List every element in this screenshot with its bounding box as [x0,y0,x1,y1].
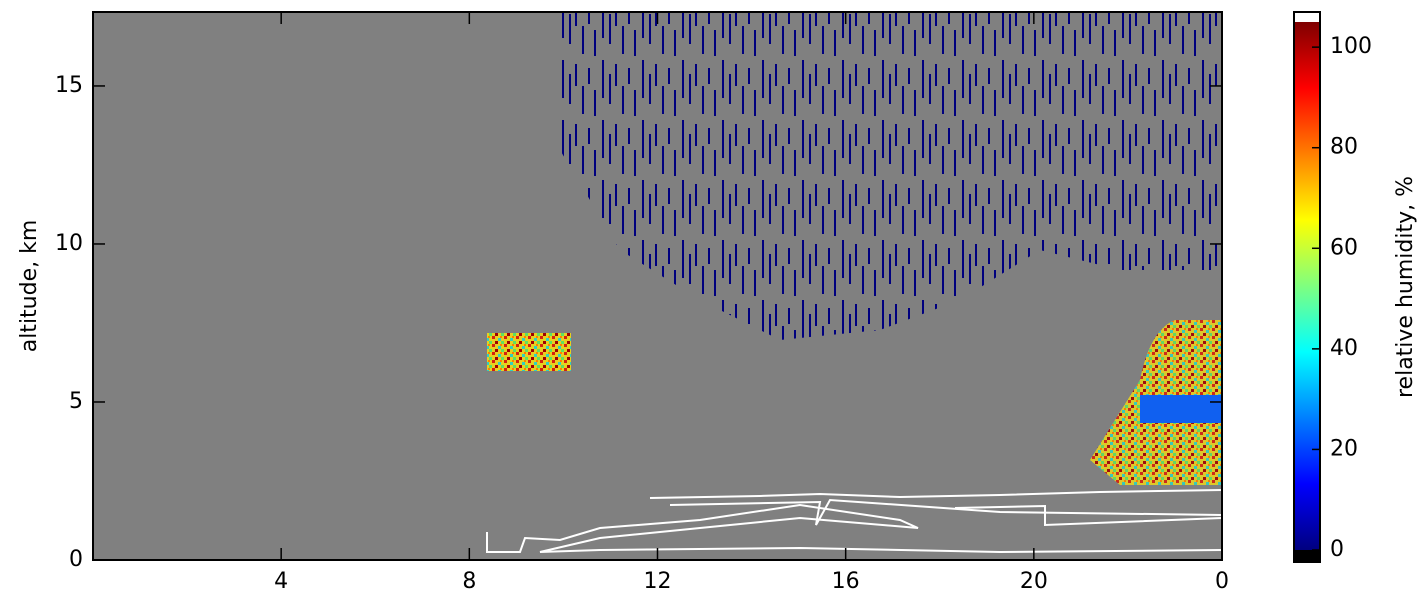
y-tick-label: 15 [55,73,83,98]
colorbar-over [1294,12,1320,22]
x-tick-label: 8 [462,569,476,594]
colorbar-tick-label: 40 [1330,336,1358,361]
x-tick-label: 20 [1020,569,1048,594]
x-tick-label: 12 [644,569,672,594]
heatmap-texture [486,12,1223,554]
colorbar-tick-label: 60 [1330,235,1358,260]
colorbar-label: relative humidity, % [1393,176,1418,398]
y-tick-label: 5 [69,389,83,414]
colorbar-tick-label: 100 [1330,34,1372,59]
colorbar-tick-label: 0 [1330,537,1344,562]
y-axis-label: altitude, km [17,220,42,353]
x-tick-label: 0 [1215,569,1229,594]
y-tick-label: 10 [55,231,83,256]
y-tick-label: 0 [69,547,83,572]
x-tick-label: 16 [832,569,860,594]
colorbar-under [1294,550,1320,562]
colorbar-tick-label: 20 [1330,436,1358,461]
colorbar [1294,22,1320,550]
colorbar-tick-label: 80 [1330,135,1358,160]
x-tick-label: 4 [274,569,288,594]
colorbar-frame [1293,11,1321,563]
